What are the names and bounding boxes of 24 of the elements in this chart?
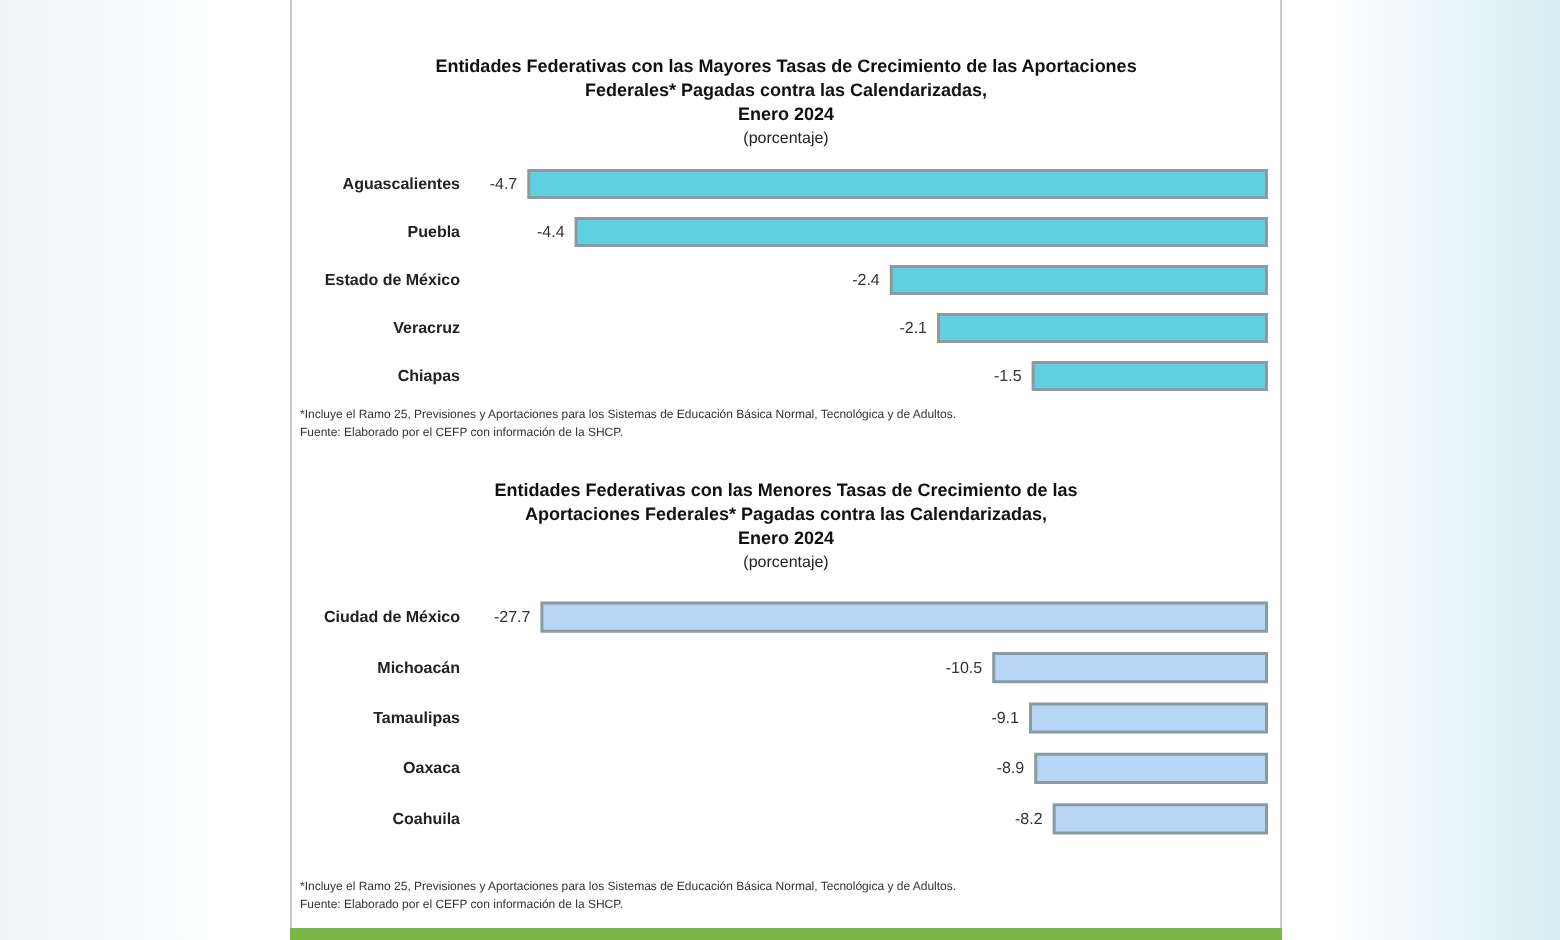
y-tick-label: Estado de México [324, 271, 461, 289]
data-label: -8.9 [996, 759, 1026, 778]
y-tick-label: Aguascalientes [342, 175, 462, 193]
chart-title: Entidades Federativas con las Menores Tasas de Crecimiento de las Aportaciones Federales* Pagadas contra las Calendarizadas, Enero 2024 [494, 480, 1078, 548]
data-label: -4.7 [489, 175, 519, 193]
y-tick-label: Ciudad de México [323, 608, 461, 627]
y-tick-label: Michoacán [377, 658, 461, 677]
y-tick-label: Oaxaca [403, 759, 462, 778]
chart-subtitle: (porcentaje) [743, 129, 830, 147]
data-label: -9.1 [991, 709, 1021, 727]
data-label: -27.7 [493, 608, 532, 627]
y-tick-label: Puebla [407, 223, 462, 241]
y-tick-label: Veracruz [393, 319, 460, 337]
data-label: -2.4 [852, 271, 881, 289]
data-label: -4.4 [536, 223, 566, 241]
y-tick-label: Chiapas [397, 367, 462, 385]
y-tick-label: Tamaulipas [373, 709, 462, 727]
y-tick-label: Coahuila [392, 809, 462, 828]
chart-title: Entidades Federativas con las Mayores Tasas de Crecimiento de las Aportaciones Federales* Pagadas contra las Calendarizadas, Enero 2024 [435, 56, 1137, 124]
data-label: -8.2 [1015, 809, 1044, 828]
data-label: -1.5 [994, 367, 1023, 385]
data-label: -2.1 [899, 319, 929, 337]
data-label: -10.5 [945, 658, 984, 677]
chart-subtitle: (porcentaje) [743, 553, 830, 571]
